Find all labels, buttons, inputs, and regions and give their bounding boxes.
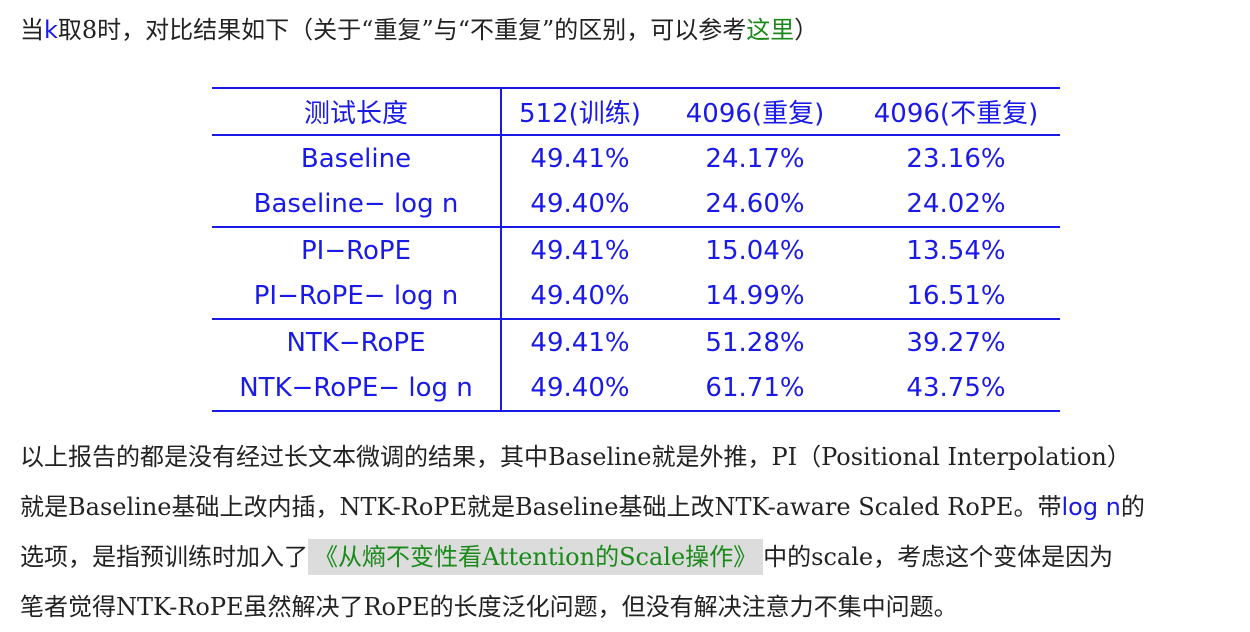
row-label: NTK−RoPE− log n [212, 365, 502, 411]
cell-value: 23.16% [906, 143, 1006, 174]
row-label: Baseline− log n [212, 181, 502, 228]
table-row: NTK−RoPE 49.41% 51.28% 39.27% [212, 319, 1060, 365]
cell-value: 49.41% [530, 327, 630, 358]
cell-value: 49.41% [530, 143, 630, 174]
row-label: PI−RoPE− log n [212, 273, 502, 320]
cell-value: 39.27% [906, 327, 1006, 358]
cell-value: 15.04% [705, 235, 805, 266]
header-4096-norepeat: 4096(不重复) [852, 88, 1060, 136]
cell-value: 43.75% [906, 372, 1006, 403]
intro-sentence: 当k取8时，对比结果如下（关于“重复”与“不重复”的区别，可以参考这里） [20, 10, 1235, 50]
paragraph-text: 中的scale，考虑这个变体是因为 [763, 543, 1114, 571]
cell-value: 61.71% [705, 372, 805, 403]
math-k: k [44, 16, 58, 44]
table-row: Baseline 49.41% 24.17% 23.16% [212, 135, 1060, 181]
cell-value: 49.41% [530, 235, 630, 266]
table-row: PI−RoPE 49.41% 15.04% 13.54% [212, 227, 1060, 273]
cell-value: 14.99% [658, 273, 852, 320]
paragraph-line: 以上报告的都是没有经过长文本微调的结果，其中Baseline就是外推，PI（Po… [20, 443, 1131, 471]
table-row: PI−RoPE− log n 49.40% 14.99% 16.51% [212, 273, 1060, 320]
intro-text: 取8时，对比结果如下（关于“重复”与“不重复”的区别，可以参考 [57, 16, 747, 44]
table-row: NTK−RoPE− log n 49.40% 61.71% 43.75% [212, 365, 1060, 411]
cell-value: 24.02% [852, 181, 1060, 228]
cell-value: 24.60% [658, 181, 852, 228]
header-512-train: 512(训练) [501, 88, 658, 136]
row-label: PI−RoPE [212, 227, 502, 273]
cell-value: 13.54% [906, 235, 1006, 266]
math-log-n: log n [1061, 493, 1121, 521]
explanation-paragraph: 以上报告的都是没有经过长文本微调的结果，其中Baseline就是外推，PI（Po… [20, 432, 1240, 632]
cell-value: 51.28% [705, 327, 805, 358]
paragraph-text: 就是Baseline基础上改内插，NTK-RoPE就是Baseline基础上改N… [20, 493, 1062, 521]
header-test-length: 测试长度 [212, 88, 502, 136]
paragraph-text: 的 [1120, 493, 1145, 521]
table-row: Baseline− log n 49.40% 24.60% 24.02% [212, 181, 1060, 228]
cell-value: 49.40% [501, 181, 658, 228]
paragraph-line: 就是Baseline基础上改内插，NTK-RoPE就是Baseline基础上改N… [20, 482, 1240, 532]
header-4096-repeat: 4096(重复) [658, 88, 852, 136]
paragraph-text: 选项，是指预训练时加入了 [20, 543, 308, 571]
paragraph-line: 笔者觉得NTK-RoPE虽然解决了RoPE的长度泛化问题，但没有解决注意力不集中… [20, 593, 958, 621]
cell-value: 16.51% [852, 273, 1060, 320]
intro-prefix: 当 [20, 16, 44, 44]
results-table-container: 测试长度 512(训练) 4096(重复) 4096(不重复) Baseline… [212, 87, 1060, 412]
row-label: Baseline [212, 135, 502, 181]
cell-value: 49.40% [530, 372, 630, 403]
results-table: 测试长度 512(训练) 4096(重复) 4096(不重复) Baseline… [212, 87, 1060, 412]
cell-value: 49.40% [501, 273, 658, 320]
intro-suffix: ） [794, 16, 819, 44]
cell-value: 24.17% [705, 143, 805, 174]
reference-link[interactable]: 这里 [746, 16, 795, 44]
paragraph-line: 选项，是指预训练时加入了 《从熵不变性看Attention的Scale操作》 中的s… [20, 532, 1240, 582]
table-header-row: 测试长度 512(训练) 4096(重复) 4096(不重复) [212, 88, 1060, 136]
row-label: NTK−RoPE [212, 319, 502, 365]
article-link[interactable]: 《从熵不变性看Attention的Scale操作》 [308, 539, 764, 575]
